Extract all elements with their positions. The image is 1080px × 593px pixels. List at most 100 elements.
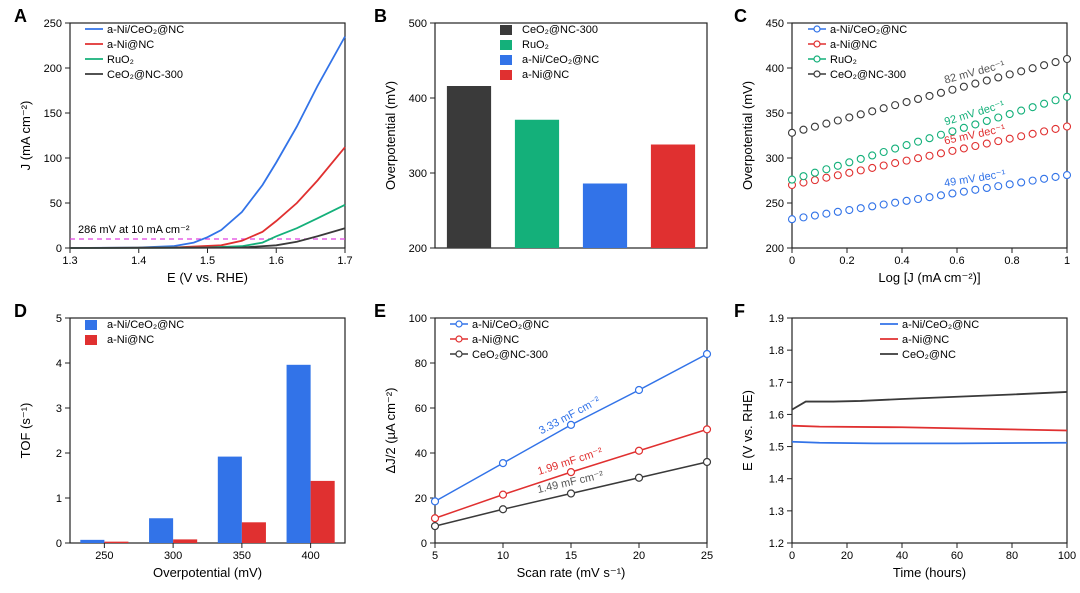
svg-text:400: 400 — [409, 93, 427, 105]
svg-text:1: 1 — [1064, 255, 1070, 267]
chart-b: 200 300 400 500 Overpotential (mV) CeO₂@NC-30… — [370, 5, 720, 290]
svg-text:a-Ni/CeO₂@NC: a-Ni/CeO₂@NC — [107, 319, 184, 331]
svg-text:RuO₂: RuO₂ — [522, 39, 549, 51]
svg-text:1.4: 1.4 — [131, 255, 146, 267]
svg-text:80: 80 — [415, 358, 427, 370]
svg-text:350: 350 — [766, 108, 784, 120]
svg-text:250: 250 — [95, 550, 113, 562]
svg-text:Overpotential (mV): Overpotential (mV) — [153, 565, 262, 580]
svg-text:150: 150 — [44, 108, 62, 120]
svg-text:4: 4 — [56, 358, 62, 370]
svg-text:1.7: 1.7 — [337, 255, 352, 267]
svg-text:RuO₂: RuO₂ — [830, 54, 857, 66]
svg-text:Overpotential (mV): Overpotential (mV) — [740, 81, 755, 190]
svg-text:1.5: 1.5 — [200, 255, 215, 267]
svg-text:Log [J (mA cm⁻²)]: Log [J (mA cm⁻²)] — [878, 270, 980, 285]
svg-text:100: 100 — [1058, 550, 1076, 562]
svg-text:CeO₂@NC: CeO₂@NC — [902, 349, 956, 361]
chart-d: 0 1 2 3 4 5 Overpotential (mV) TOF (s⁻¹) 250 300 3… — [10, 300, 360, 585]
svg-text:1.8: 1.8 — [769, 345, 784, 357]
svg-text:0.8: 0.8 — [1004, 255, 1019, 267]
svg-text:a-Ni@NC: a-Ni@NC — [107, 39, 154, 51]
svg-text:1.3: 1.3 — [769, 506, 784, 518]
svg-text:a-Ni/CeO₂@NC: a-Ni/CeO₂@NC — [830, 24, 907, 36]
chart-f: 0204060801001.21.31.41.51.61.71.81.9Time… — [730, 300, 1080, 585]
svg-text:0: 0 — [56, 538, 62, 550]
svg-text:25: 25 — [701, 550, 713, 562]
svg-text:CeO₂@NC-300: CeO₂@NC-300 — [830, 69, 906, 81]
svg-text:a-Ni@NC: a-Ni@NC — [830, 39, 877, 51]
svg-text:Scan rate (mV s⁻¹): Scan rate (mV s⁻¹) — [517, 565, 626, 580]
svg-text:300: 300 — [409, 168, 427, 180]
svg-text:1.3: 1.3 — [62, 255, 77, 267]
svg-text:0: 0 — [789, 550, 795, 562]
svg-text:a-Ni@NC: a-Ni@NC — [107, 334, 154, 346]
svg-text:0.6: 0.6 — [949, 255, 964, 267]
svg-text:300: 300 — [766, 153, 784, 165]
svg-text:250: 250 — [766, 198, 784, 210]
svg-text:TOF (s⁻¹): TOF (s⁻¹) — [18, 403, 33, 459]
svg-text:a-Ni/CeO₂@NC: a-Ni/CeO₂@NC — [472, 319, 549, 331]
chart-c: 0 0.2 0.4 0.6 0.8 1 200 250 300 350 400 450 Log [J (… — [730, 5, 1080, 290]
svg-text:a-Ni@NC: a-Ni@NC — [472, 334, 519, 346]
svg-text:100: 100 — [44, 153, 62, 165]
chart-e: 5 10 15 20 25 0 20 40 60 80 100 Scan rate (mV s⁻¹) Δ… — [370, 300, 720, 585]
svg-text:0: 0 — [421, 538, 427, 550]
svg-text:200: 200 — [44, 63, 62, 75]
svg-text:200: 200 — [409, 243, 427, 255]
svg-text:40: 40 — [415, 448, 427, 460]
svg-text:ΔJ/2 (µA cm⁻²): ΔJ/2 (µA cm⁻²) — [383, 388, 398, 474]
svg-text:1: 1 — [56, 493, 62, 505]
svg-text:0: 0 — [56, 243, 62, 255]
svg-text:0.4: 0.4 — [894, 255, 909, 267]
svg-text:15: 15 — [565, 550, 577, 562]
svg-text:1.5: 1.5 — [769, 442, 784, 454]
svg-text:a-Ni@NC: a-Ni@NC — [522, 69, 569, 81]
svg-text:E (V vs. RHE): E (V vs. RHE) — [167, 270, 248, 285]
svg-text:1.2: 1.2 — [769, 538, 784, 550]
svg-text:250: 250 — [44, 18, 62, 30]
svg-text:1.9: 1.9 — [769, 313, 784, 325]
svg-text:E (V vs. RHE): E (V vs. RHE) — [740, 390, 755, 471]
svg-text:5: 5 — [56, 313, 62, 325]
svg-text:200: 200 — [766, 243, 784, 255]
svg-text:400: 400 — [766, 63, 784, 75]
svg-text:CeO₂@NC-300: CeO₂@NC-300 — [522, 24, 598, 36]
svg-text:1.7: 1.7 — [769, 377, 784, 389]
svg-text:Time (hours): Time (hours) — [893, 565, 966, 580]
svg-text:20: 20 — [633, 550, 645, 562]
svg-text:RuO₂: RuO₂ — [107, 54, 134, 66]
svg-text:450: 450 — [766, 18, 784, 30]
svg-text:286 mV at 10 mA cm⁻²: 286 mV at 10 mA cm⁻² — [78, 224, 190, 236]
svg-text:a-Ni/CeO₂@NC: a-Ni/CeO₂@NC — [107, 24, 184, 36]
svg-text:400: 400 — [301, 550, 319, 562]
svg-text:Overpotential (mV): Overpotential (mV) — [383, 81, 398, 190]
svg-text:CeO₂@NC-300: CeO₂@NC-300 — [472, 349, 548, 361]
svg-text:60: 60 — [951, 550, 963, 562]
svg-text:CeO₂@NC-300: CeO₂@NC-300 — [107, 69, 183, 81]
svg-text:J (mA cm⁻²): J (mA cm⁻²) — [18, 101, 33, 171]
svg-text:500: 500 — [409, 18, 427, 30]
chart-a: 1.3 1.4 1.5 1.6 1.7 0 50 100 150 200 250 E (V vs. R… — [10, 5, 360, 290]
svg-text:a-Ni@NC: a-Ni@NC — [902, 334, 949, 346]
svg-text:60: 60 — [415, 403, 427, 415]
svg-text:80: 80 — [1006, 550, 1018, 562]
svg-text:50: 50 — [50, 198, 62, 210]
svg-text:2: 2 — [56, 448, 62, 460]
svg-text:1.6: 1.6 — [269, 255, 284, 267]
svg-text:5: 5 — [432, 550, 438, 562]
svg-text:1.6: 1.6 — [769, 409, 784, 421]
svg-text:300: 300 — [164, 550, 182, 562]
svg-text:100: 100 — [409, 313, 427, 325]
svg-text:20: 20 — [415, 493, 427, 505]
svg-text:3.33 mF cm⁻²: 3.33 mF cm⁻² — [537, 394, 602, 437]
svg-text:a-Ni/CeO₂@NC: a-Ni/CeO₂@NC — [902, 319, 979, 331]
svg-text:0.2: 0.2 — [839, 255, 854, 267]
svg-text:0: 0 — [789, 255, 795, 267]
svg-text:1.4: 1.4 — [769, 474, 784, 486]
svg-text:350: 350 — [233, 550, 251, 562]
svg-text:3: 3 — [56, 403, 62, 415]
svg-text:20: 20 — [841, 550, 853, 562]
svg-text:10: 10 — [497, 550, 509, 562]
svg-text:a-Ni/CeO₂@NC: a-Ni/CeO₂@NC — [522, 54, 599, 66]
